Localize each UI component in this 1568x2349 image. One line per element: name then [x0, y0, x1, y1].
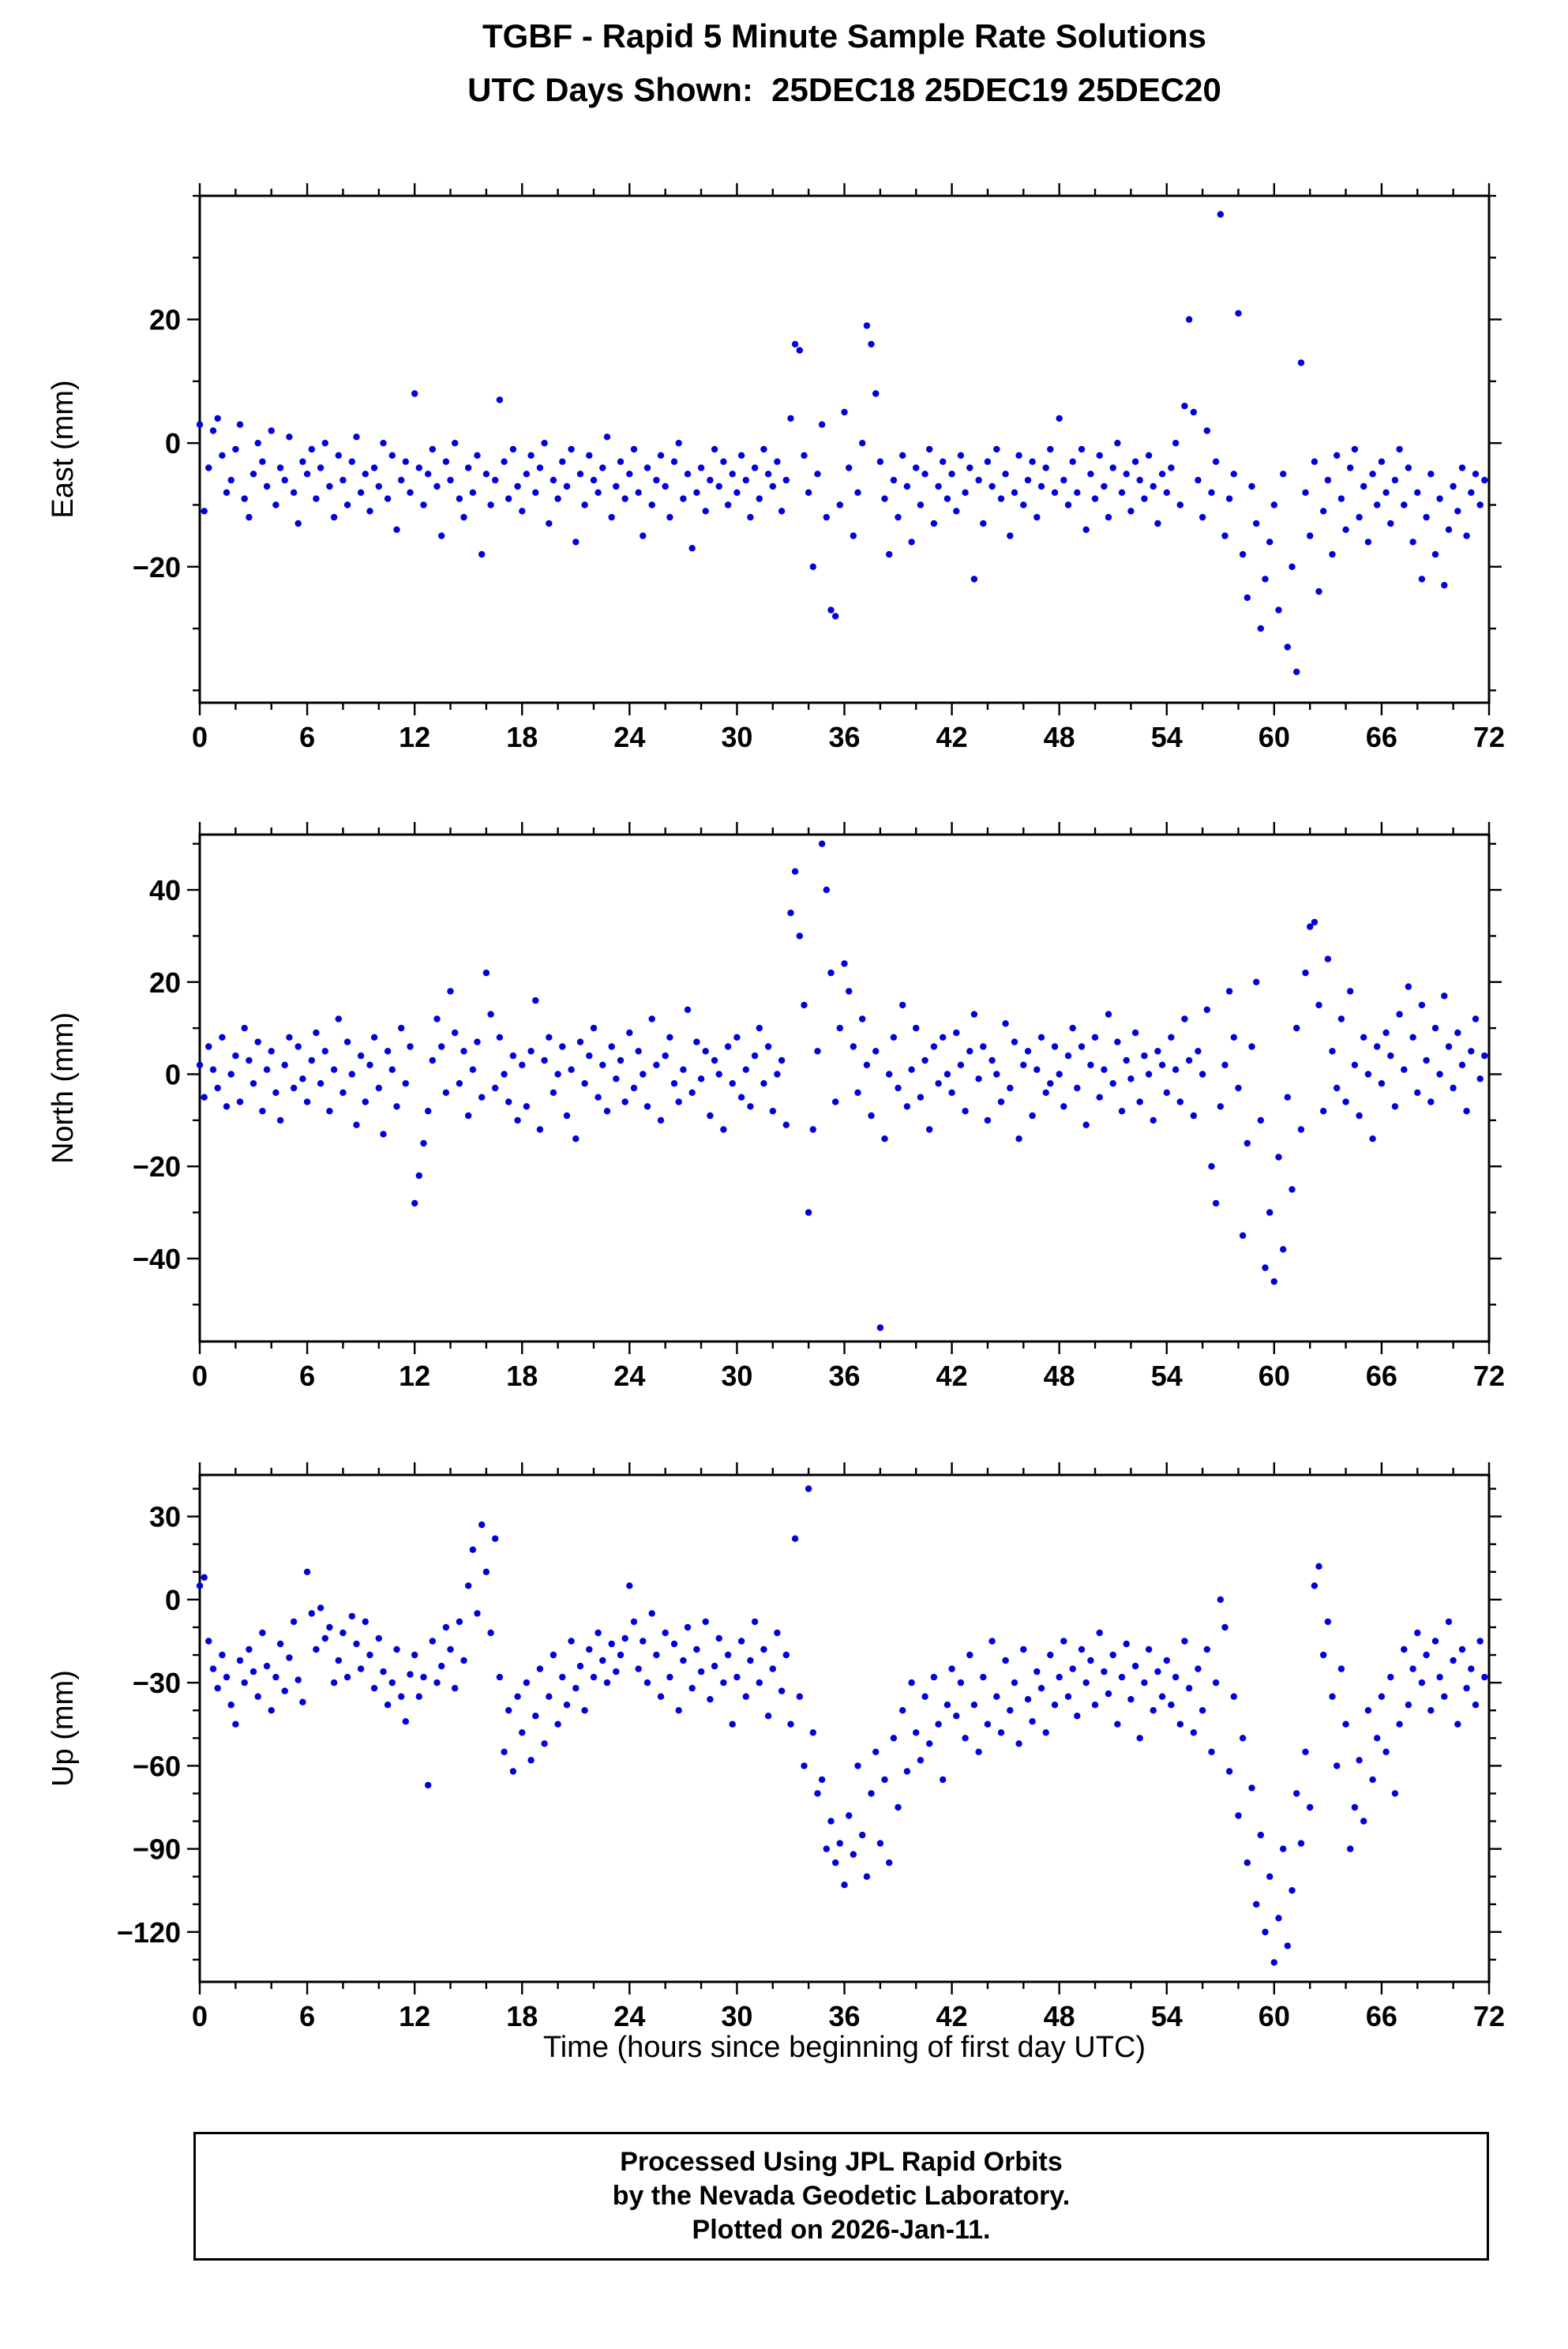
svg-text:12: 12 [399, 721, 430, 753]
svg-text:72: 72 [1473, 2000, 1505, 2032]
svg-text:−60: −60 [133, 1750, 181, 1782]
svg-text:0: 0 [192, 1360, 208, 1392]
svg-text:20: 20 [149, 966, 181, 999]
footer-line-2: by the Nevada Geodetic Laboratory. [612, 2181, 1071, 2211]
svg-text:72: 72 [1473, 721, 1505, 753]
svg-text:24: 24 [613, 2000, 645, 2032]
svg-text:54: 54 [1151, 2000, 1183, 2032]
north-panel: 0 6 12 18 24 30 36 42 48 54 60 66 72 −40 −20 0 20 40 North… [47, 822, 1505, 1392]
svg-text:30: 30 [149, 1501, 181, 1533]
east-data-points [196, 211, 1488, 676]
svg-text:54: 54 [1151, 1360, 1183, 1392]
svg-text:0: 0 [192, 2000, 208, 2032]
svg-text:18: 18 [506, 2000, 538, 2032]
svg-text:18: 18 [506, 1360, 538, 1392]
svg-text:0: 0 [165, 1058, 181, 1090]
north-ticks [187, 822, 1502, 1354]
footer-line-3: Plotted on 2026-Jan-11. [692, 2215, 991, 2245]
east-axis-label: East (mm) [47, 380, 80, 518]
svg-text:18: 18 [506, 721, 538, 753]
svg-text:6: 6 [299, 1360, 315, 1392]
north-frame [198, 833, 1491, 1343]
svg-text:20: 20 [149, 304, 181, 336]
svg-text:−20: −20 [133, 551, 181, 583]
svg-text:24: 24 [613, 1360, 645, 1392]
svg-text:60: 60 [1259, 1360, 1290, 1392]
svg-text:60: 60 [1259, 721, 1290, 753]
svg-text:72: 72 [1473, 1360, 1505, 1392]
svg-text:66: 66 [1366, 2000, 1397, 2032]
svg-text:66: 66 [1366, 721, 1397, 753]
up-frame [198, 1473, 1491, 1983]
footer-box: Processed Using JPL Rapid Orbits by the … [193, 2132, 1489, 2261]
east-ticks [187, 183, 1502, 715]
svg-text:48: 48 [1044, 721, 1075, 753]
svg-text:−20: −20 [133, 1150, 181, 1183]
svg-text:0: 0 [165, 1584, 181, 1616]
chart-title: TGBF - Rapid 5 Minute Sample Rate Soluti… [482, 17, 1207, 54]
svg-text:24: 24 [613, 721, 645, 753]
svg-text:48: 48 [1044, 1360, 1075, 1392]
svg-text:36: 36 [828, 2000, 860, 2032]
chart-subtitle: UTC Days Shown: 25DEC18 25DEC19 25DEC20 [467, 71, 1221, 108]
svg-text:0: 0 [165, 427, 181, 460]
svg-text:30: 30 [721, 2000, 752, 2032]
svg-text:6: 6 [299, 721, 315, 753]
up-axis-label: Up (mm) [47, 1670, 80, 1787]
svg-text:12: 12 [399, 2000, 430, 2032]
svg-text:48: 48 [1044, 2000, 1075, 2032]
svg-text:36: 36 [828, 721, 860, 753]
x-axis-title: Time (hours since beginning of first day… [542, 2031, 1146, 2064]
svg-text:30: 30 [721, 721, 752, 753]
east-tick-labels: 0 6 12 18 24 30 36 42 48 54 60 66 72 −20 0 20 [133, 304, 1505, 753]
up-data-points [196, 1485, 1488, 1966]
svg-text:54: 54 [1151, 721, 1183, 753]
north-axis-label: North (mm) [47, 1012, 80, 1164]
svg-text:42: 42 [936, 1360, 968, 1392]
svg-text:6: 6 [299, 2000, 315, 2032]
svg-text:−40: −40 [133, 1243, 181, 1275]
east-frame [198, 194, 1491, 704]
svg-text:66: 66 [1366, 1360, 1397, 1392]
svg-text:40: 40 [149, 874, 181, 906]
svg-text:12: 12 [399, 1360, 430, 1392]
north-tick-labels: 0 6 12 18 24 30 36 42 48 54 60 66 72 −40 −20 0 20 40 [133, 874, 1505, 1392]
north-data-points [196, 840, 1488, 1331]
svg-text:30: 30 [721, 1360, 752, 1392]
svg-text:0: 0 [192, 721, 208, 753]
up-tick-labels: 0 6 12 18 24 30 36 42 48 54 60 66 72 −120 −90 −60 −30 0 30 [117, 1501, 1505, 2032]
east-panel: 0 6 12 18 24 30 36 42 48 54 60 66 72 −20 0 20 East (mm) [47, 183, 1505, 753]
svg-text:−90: −90 [133, 1833, 181, 1866]
svg-text:42: 42 [936, 721, 968, 753]
footer-line-1: Processed Using JPL Rapid Orbits [620, 2147, 1063, 2177]
svg-text:−30: −30 [133, 1667, 181, 1699]
svg-text:36: 36 [828, 1360, 860, 1392]
up-ticks [187, 1462, 1502, 1994]
svg-text:−120: −120 [117, 1916, 181, 1949]
svg-text:42: 42 [936, 2000, 968, 2032]
svg-text:60: 60 [1259, 2000, 1290, 2032]
up-panel: 0 6 12 18 24 30 36 42 48 54 60 66 72 −120 −90 −60 −30 0 30… [47, 1462, 1505, 2032]
